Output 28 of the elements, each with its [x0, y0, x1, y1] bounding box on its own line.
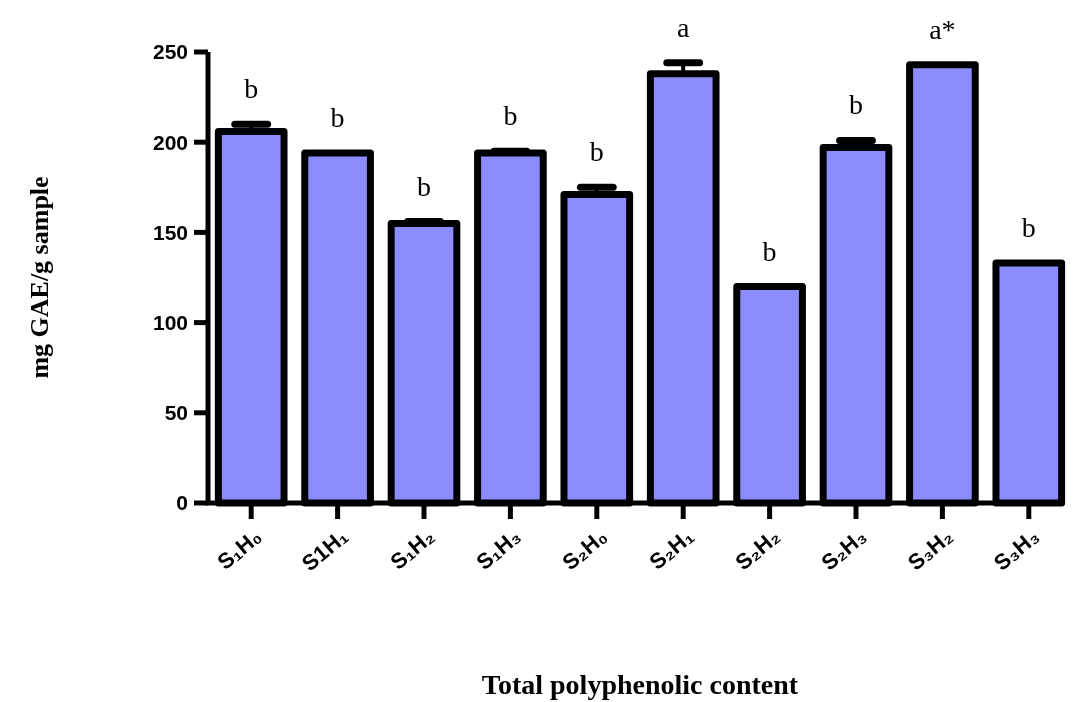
x-tick-label: S₁H₂ — [385, 523, 440, 575]
x-tick-label: S₂H₀ — [557, 523, 613, 576]
annotation: b — [503, 100, 518, 132]
annotation: b — [589, 136, 604, 168]
x-tick-label: S₃H₂ — [902, 523, 958, 576]
annotation: b — [244, 73, 259, 105]
annotation: a* — [929, 13, 956, 45]
y-tick-label: 250 — [152, 40, 188, 64]
annotation: a — [676, 11, 690, 43]
x-axis-title: Total polyphenolic content — [481, 669, 799, 700]
annotation: b — [762, 235, 777, 267]
x-tick-label: S₂H₂ — [730, 523, 785, 576]
annotation: b — [1021, 212, 1036, 244]
x-tick-label: S₃H₃ — [988, 523, 1045, 576]
annotation: b — [417, 170, 431, 202]
y-axis-title: mg GAE/g sample — [25, 176, 54, 379]
y-tick-label: 100 — [152, 310, 188, 334]
x-tick-label: S₁H₀ — [212, 523, 267, 575]
x-tick-label: S₁H₃ — [471, 523, 526, 575]
x-tick-label: S1H₁ — [296, 523, 353, 577]
y-tick-label: 0 — [176, 491, 188, 515]
y-tick-label: 50 — [164, 401, 188, 425]
y-tick-label: 200 — [152, 130, 188, 154]
x-tick-label: S₂H₁ — [644, 523, 699, 575]
y-tick-label: 150 — [152, 220, 188, 244]
annotation: b — [849, 89, 863, 121]
annotation: b — [330, 102, 345, 134]
x-tick-label: S₂H₃ — [816, 523, 872, 576]
